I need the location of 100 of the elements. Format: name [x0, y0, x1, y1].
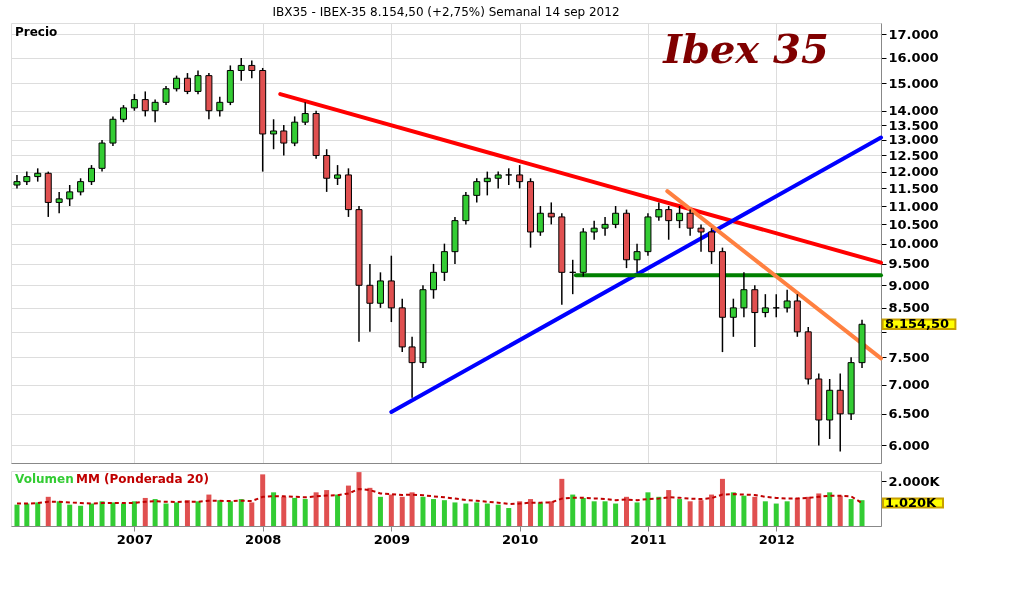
- x-tick-label: 2009: [373, 531, 410, 547]
- candlestick: [408, 336, 416, 399]
- candlestick: [516, 164, 524, 190]
- bar: [537, 502, 543, 526]
- bar: [110, 502, 116, 526]
- bar: [238, 499, 244, 526]
- candlestick: [440, 242, 448, 282]
- candlestick: [291, 115, 299, 147]
- y-tick-label: 6.000: [888, 438, 930, 453]
- bar: [260, 474, 266, 526]
- bar: [271, 492, 277, 526]
- y-tick-label: 14.000: [888, 103, 939, 119]
- candlestick: [280, 124, 288, 157]
- bar: [14, 504, 20, 526]
- y-tick-label: 13.000: [888, 132, 939, 148]
- candlestick: [772, 293, 780, 319]
- bar: [666, 490, 672, 526]
- bar: [827, 492, 833, 526]
- bar: [645, 492, 651, 526]
- bar: [409, 492, 415, 526]
- candlestick: [323, 148, 331, 193]
- bar: [281, 496, 287, 526]
- y-tick-label: 7.000: [888, 377, 930, 393]
- bar: [570, 494, 576, 526]
- annotation: Ibex 35: [662, 25, 829, 72]
- bar: [517, 501, 523, 526]
- bar: [120, 503, 126, 526]
- y-tick-label: 6.500: [888, 406, 930, 422]
- bar: [773, 503, 779, 526]
- bar: [463, 503, 469, 526]
- x-tick-label: 2012: [758, 531, 795, 547]
- candlestick: [590, 219, 598, 241]
- bar: [388, 494, 394, 526]
- y-tick-label: 16.000: [888, 50, 939, 66]
- candlestick: [740, 271, 748, 319]
- y-tick-label: 15.000: [888, 75, 939, 91]
- bar: [506, 508, 512, 526]
- bar: [441, 500, 447, 526]
- bar: [805, 496, 811, 526]
- series-label: Volumen: [15, 472, 74, 486]
- candlestick: [366, 263, 374, 333]
- bar: [741, 495, 747, 526]
- y-tick-label: 11.500: [888, 180, 939, 196]
- y-axis-title: Precio: [15, 25, 58, 39]
- candlestick: [665, 205, 673, 241]
- bar: [816, 493, 822, 526]
- candlestick: [697, 223, 705, 253]
- bar: [399, 496, 405, 526]
- series-label: MM (Ponderada 20): [76, 472, 209, 486]
- annotation: 8.154,50: [885, 316, 950, 332]
- x-tick-label: 2011: [630, 531, 667, 547]
- candlestick: [601, 216, 609, 237]
- bar: [324, 490, 330, 526]
- bar: [195, 501, 201, 526]
- candlestick: [301, 101, 309, 126]
- candlestick: [655, 201, 663, 222]
- bar: [142, 497, 148, 526]
- candlestick: [151, 98, 159, 123]
- candlestick: [473, 177, 481, 204]
- y-tick-label: 11.000: [888, 198, 939, 214]
- bar: [528, 499, 534, 526]
- bar: [131, 501, 137, 526]
- candlestick: [761, 293, 769, 319]
- bar: [163, 503, 169, 526]
- bar: [848, 499, 854, 526]
- bar: [356, 472, 362, 526]
- candlestick: [547, 201, 555, 226]
- candlestick: [88, 164, 95, 186]
- bar: [559, 478, 565, 526]
- bar: [335, 494, 341, 526]
- candlestick: [751, 284, 759, 348]
- bar: [656, 496, 662, 526]
- bar: [67, 504, 73, 526]
- y-tick-label: 13.500: [888, 117, 939, 133]
- bar: [227, 501, 233, 526]
- candlestick: [430, 263, 438, 300]
- candlestick: [612, 205, 620, 229]
- bar: [174, 502, 180, 526]
- candlestick: [676, 205, 684, 229]
- candlestick: [141, 90, 149, 118]
- bar: [859, 500, 865, 526]
- y-tick-label: 7.500: [888, 349, 930, 365]
- bar: [548, 501, 554, 526]
- bar: [634, 502, 640, 526]
- bar: [35, 502, 41, 526]
- candlestick: [686, 208, 694, 237]
- candlestick: [633, 242, 641, 274]
- y-tick-label: 2.000K: [888, 473, 941, 489]
- bar: [206, 494, 212, 526]
- bar: [613, 503, 619, 526]
- candlestick: [270, 118, 278, 150]
- bar: [837, 495, 843, 526]
- bar: [719, 478, 725, 526]
- bar: [762, 501, 768, 526]
- bar: [602, 501, 608, 526]
- y-tick-label: 17.000: [888, 26, 939, 42]
- x-tick-label: 2010: [502, 531, 539, 547]
- bar: [292, 497, 298, 526]
- bar: [420, 496, 426, 526]
- candlestick: [216, 96, 224, 118]
